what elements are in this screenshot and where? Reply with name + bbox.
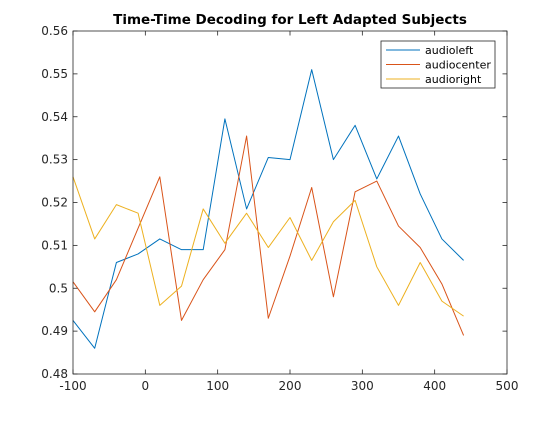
y-tick-label: 0.51 <box>41 238 68 252</box>
x-tick-label: -100 <box>59 379 86 393</box>
series-line-audioleft <box>72 69 464 349</box>
y-tick-label: 0.55 <box>41 67 68 81</box>
y-tick-label: 0.56 <box>41 24 68 38</box>
y-tick-label: 0.5 <box>49 281 68 295</box>
x-tick-label: 500 <box>496 379 519 393</box>
legend-label-audioright: audioright <box>425 73 482 86</box>
x-tick-label: 0 <box>142 379 150 393</box>
series-layer <box>72 69 465 349</box>
chart-title: Time-Time Decoding for Left Adapted Subj… <box>113 12 467 28</box>
y-tick-label: 0.48 <box>41 367 68 381</box>
series-line-audioright <box>72 176 464 317</box>
series-line-audiocenter <box>72 135 465 336</box>
x-tick-label: 300 <box>351 379 374 393</box>
y-tick-label: 0.52 <box>41 196 68 210</box>
x-tick-label: 100 <box>206 379 229 393</box>
legend-label-audioleft: audioleft <box>425 44 474 57</box>
y-tick-label: 0.54 <box>41 110 68 124</box>
y-tick-label: 0.49 <box>41 324 68 338</box>
x-tick-label: 200 <box>279 379 302 393</box>
x-tick-label: 400 <box>423 379 446 393</box>
legend-label-audiocenter: audiocenter <box>425 59 491 72</box>
ticks-layer: -100 0 100 200 300 400 500 0.48 0.49 0.5 0.51 0.52 0… <box>41 24 518 393</box>
y-tick-label: 0.53 <box>41 153 68 167</box>
